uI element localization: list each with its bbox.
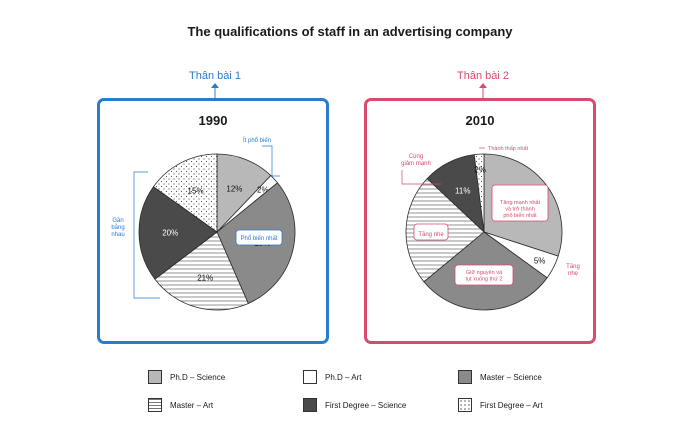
pie-slice-0-4 — [138, 186, 218, 280]
pie-label-0-0: 12% — [226, 185, 242, 194]
legend-item-3: Master – Art — [148, 398, 213, 412]
legend-item-5: First Degree – Art — [458, 398, 543, 412]
pie-slice-0-3 — [154, 231, 249, 311]
annotations: Ít phổ biến Phổ biến nhất Gần bằng nhau Thành… — [111, 137, 580, 299]
legend-label: Master – Science — [480, 372, 542, 382]
legend-item-2: Master – Science — [458, 370, 542, 384]
section-label-1: Thân bài 1 — [155, 70, 275, 98]
pie-label-0-5: 15% — [188, 186, 204, 195]
pie-label-0-3: 21% — [197, 273, 213, 282]
pie-slice-0-0 — [216, 153, 272, 233]
chart-title-2010: 2010 — [465, 113, 495, 128]
pie-slice-1-5 — [473, 153, 485, 233]
annotation-2010-0: Thành thấp nhất — [488, 146, 529, 152]
legend-label: First Degree – Art — [480, 400, 543, 410]
legend-item-0: Ph.D – Science — [148, 370, 225, 384]
section-label-1-text: Thân bài 1 — [189, 70, 241, 82]
annotation-1990-1: Phổ biến nhất — [240, 235, 277, 242]
annotation-1990-0: Ít phổ biến — [243, 137, 271, 144]
annotation-2010-5: Giữ nguyên và tụt xuống thứ 2 — [465, 270, 502, 283]
annotation-1990-2: Gần bằng nhau — [111, 218, 124, 238]
legend-swatch — [148, 370, 162, 384]
legend-item-1: Ph.D – Art — [303, 370, 361, 384]
section-label-2: Thân bài 2 — [423, 70, 543, 98]
annotation-2010-2: Tăng mạnh nhất và trở thành phổ biến nhất — [500, 200, 541, 219]
page-title: The qualifications of staff in an advert… — [187, 24, 513, 39]
annotation-2010-3: Tăng nhẹ — [566, 264, 580, 277]
legend-swatch — [303, 398, 317, 412]
legend-label: Ph.D – Science — [170, 372, 226, 382]
section-label-2-text: Thân bài 2 — [457, 70, 509, 82]
legend-swatch — [303, 370, 317, 384]
pie-label-1-4: 11% — [455, 186, 470, 195]
legend-label: Master – Art — [170, 400, 214, 410]
legend-label: First Degree – Science — [325, 400, 407, 410]
pie-label-1-5: 2% — [474, 166, 486, 175]
pie-label-0-4: 20% — [162, 229, 178, 238]
legend-label: Ph.D – Art — [325, 372, 362, 382]
legend-swatch — [458, 398, 472, 412]
up-arrow-icon — [479, 83, 487, 98]
pie-slice-0-5 — [152, 153, 218, 233]
annotation-2010-4: Tăng nhẹ — [418, 232, 444, 238]
legend-swatch — [458, 370, 472, 384]
legend-item-4: First Degree – Science — [303, 398, 406, 412]
chart-title-1990: 1990 — [198, 113, 228, 128]
annotation-2010-1: Cùng giảm mạnh — [401, 154, 431, 167]
pie-label-1-1: 5% — [534, 256, 546, 265]
pie-label-0-1: 2% — [257, 186, 269, 195]
legend-swatch — [148, 398, 162, 412]
up-arrow-icon — [211, 83, 219, 98]
legend: Ph.D – Science Ph.D – Art Master – Science… — [0, 364, 700, 424]
